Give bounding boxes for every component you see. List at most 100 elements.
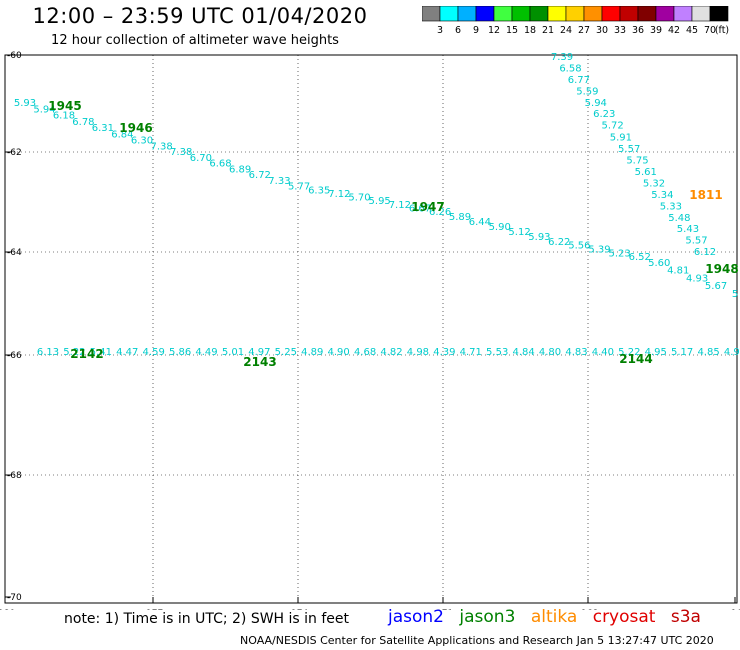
swh-label: 6.23 — [593, 109, 615, 120]
swh-label: 4.59 — [143, 347, 165, 358]
swh-label: 5.39 — [588, 244, 610, 255]
swh-label: 4.99 — [724, 347, 740, 358]
longitude-tick-label: -171 — [433, 609, 453, 610]
swh-label: 4.93 — [686, 273, 708, 284]
colorbar-tick-label: 36 — [632, 25, 644, 36]
page-title: 12:00 – 23:59 UTC 01/04/2020 — [32, 4, 368, 28]
pass-time-label: 1947 — [411, 200, 444, 214]
pass-time-label: 1946 — [119, 121, 152, 135]
colorbar-tick-label: 18 — [524, 25, 536, 36]
swh-label: 5.33 — [660, 201, 682, 212]
swh-label: 4.40 — [592, 347, 614, 358]
swh-label: 6.89 — [229, 164, 251, 175]
swh-label: 5.67 — [705, 281, 727, 292]
swh-label: 5.95 — [369, 196, 391, 207]
swh-label: 4.95 — [645, 347, 667, 358]
swh-label: 6.18 — [53, 111, 75, 122]
swh-label: 6.84 — [111, 130, 133, 141]
swh-label: 5.61 — [635, 167, 657, 178]
swh-label: 6.72 — [249, 170, 271, 181]
latitude-tick-label: -70 — [7, 593, 22, 603]
swh-label: 6.22 — [548, 237, 570, 248]
colorbar-tick-label: 39 — [650, 25, 662, 36]
latitude-tick-label: -60 — [7, 51, 22, 61]
swh-label: 6.67 — [409, 203, 431, 214]
swh-label: 5.94 — [585, 98, 607, 109]
colorbar-tick-label: 27 — [578, 25, 590, 36]
swh-label: 5.22 — [63, 347, 85, 358]
swh-label: 7.12 — [389, 200, 411, 211]
swh-label: 6.35 — [308, 185, 330, 196]
altimeter-map[interactable]: -180 -177 -174 -171 -168 -16 -60 -62 -64 -66 -68 -7… — [0, 0, 740, 610]
longitude-tick-label: -177 — [143, 609, 163, 610]
colorbar-unit: (ft) — [715, 25, 729, 36]
swh-label: 5.57 — [685, 236, 707, 247]
satellite-jason2: jason2 — [388, 607, 444, 627]
colorbar-tick-label: 6 — [455, 25, 461, 36]
swh-label: 4.90 — [328, 347, 350, 358]
colorbar-tick-label: 30 — [596, 25, 608, 36]
swh-label: 7.38 — [150, 141, 172, 152]
swh-label: 4.81 — [667, 266, 689, 277]
swh-label: 4.68 — [354, 347, 376, 358]
swh-label: 5.93 — [528, 232, 550, 243]
swh-label: 5.12 — [508, 227, 530, 238]
swh-label: 6.30 — [131, 136, 153, 147]
swh-label: 6.12 — [694, 247, 716, 258]
swh-label: 4.71 — [460, 347, 482, 358]
swh-label: 5.93 — [14, 98, 36, 109]
satellite-s3a: s3a — [670, 607, 701, 627]
swh-label: 4.97 — [248, 347, 270, 358]
longitude-tick-label: -168 — [578, 609, 599, 610]
swh-label: 6.44 — [469, 217, 491, 228]
colorbar-tick-label: 12 — [488, 25, 500, 36]
swh-label: 6.26 — [429, 207, 451, 218]
swh-label: 5.43 — [677, 224, 699, 235]
latitude-tick-label: -66 — [7, 351, 22, 361]
satellite-jason3: jason3 — [459, 607, 516, 627]
swh-label: 7.39 — [551, 52, 573, 63]
swh-label: 6.77 — [568, 75, 590, 86]
swh-label: 4.84 — [512, 347, 534, 358]
colorbar-tick-label: 21 — [542, 25, 554, 36]
swh-label: 6.58 — [559, 63, 581, 74]
colorbar-tick-label: 45 — [686, 25, 698, 36]
swh-label: 5.72 — [602, 121, 624, 132]
swh-label: 6.13 — [37, 347, 59, 358]
swh-label: 5.32 — [643, 179, 665, 190]
swh-label: 5.94 — [33, 104, 55, 115]
colorbar-swatch — [709, 6, 729, 22]
swh-label: 5.56 — [568, 241, 590, 252]
swh-label: 6.78 — [72, 117, 94, 128]
longitude-tick-label: -180 — [0, 609, 15, 610]
swh-label: 5.57 — [618, 144, 640, 155]
footer-note: note: 1) Time is in UTC; 2) SWH is in fe… — [64, 611, 350, 627]
credit-line: NOAA/NESDIS Center for Satellite Applica… — [240, 634, 714, 647]
swh-label: 5.22 — [618, 347, 640, 358]
pass-time-label: 2144 — [619, 352, 652, 366]
swh-label: 4.82 — [380, 347, 402, 358]
page-subtitle: 12 hour collection of altimeter wave hei… — [51, 33, 339, 48]
swh-label: 5.53 — [486, 347, 508, 358]
satellite-legend: jason2 jason3 altika cryosat s3a — [388, 607, 711, 627]
swh-label: 5.01 — [222, 347, 244, 358]
swh-label: 5.59 — [576, 86, 598, 97]
swh-label: 7.33 — [268, 176, 290, 187]
latitude-tick-label: -68 — [7, 471, 22, 481]
swh-label: 4.80 — [539, 347, 561, 358]
swh-label: 5.60 — [648, 258, 670, 269]
colorbar-tick-label: 9 — [473, 25, 479, 36]
swh-label: 5.91 — [610, 132, 632, 143]
swh-label: 6.68 — [209, 159, 231, 170]
latitude-tick-label: -62 — [7, 148, 22, 158]
pass-time-label: 2143 — [243, 355, 276, 369]
swh-label: 4.49 — [195, 347, 217, 358]
colorbar-tick-label: 3 — [437, 25, 443, 36]
satellite-altika: altika — [530, 607, 578, 627]
satellite-cryosat: cryosat — [592, 607, 656, 627]
swh-label: 5.48 — [668, 213, 690, 224]
colorbar-tick-label: 15 — [506, 25, 518, 36]
swh-label: 5.90 — [489, 222, 511, 233]
swh-label: 5.86 — [169, 347, 191, 358]
swh-label: 5 — [732, 289, 738, 300]
